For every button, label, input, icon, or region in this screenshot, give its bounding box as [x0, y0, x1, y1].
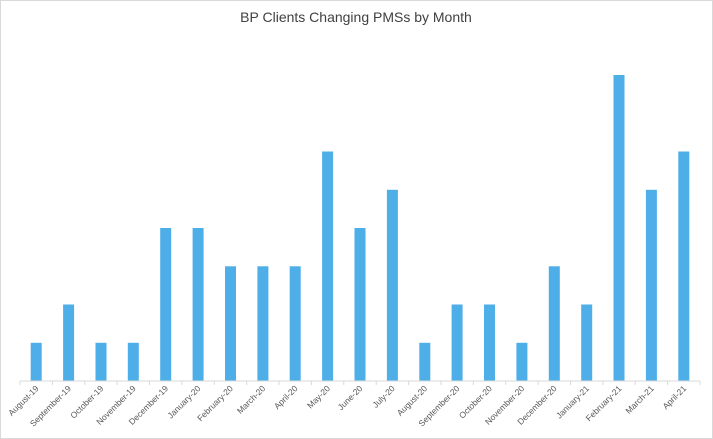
bar-january-21 [581, 304, 593, 381]
bar-june-20 [354, 228, 366, 381]
x-tick-label: March-20 [235, 383, 268, 416]
bar-december-20 [548, 266, 560, 382]
x-tick-label: May-20 [305, 383, 332, 410]
x-tick-label: June-20 [336, 383, 365, 412]
bar-may-20 [322, 151, 334, 381]
bar-march-20 [257, 266, 269, 382]
bars-group [30, 75, 690, 382]
bar-november-19 [127, 342, 139, 382]
chart-title: BP Clients Changing PMSs by Month [240, 9, 472, 25]
bar-march-21 [645, 189, 657, 382]
bar-september-20 [451, 304, 463, 381]
bar-december-19 [160, 228, 172, 381]
x-tick-label: April-20 [272, 383, 300, 411]
bar-august-20 [419, 342, 431, 382]
bar-april-21 [678, 151, 690, 381]
bar-february-20 [225, 266, 236, 382]
bar-september-19 [63, 304, 75, 381]
bar-january-20 [192, 228, 204, 381]
bar-july-20 [386, 189, 398, 382]
x-tick-labels: August-19September-19October-19November-… [6, 381, 701, 429]
x-tick-label: July-20 [370, 383, 397, 410]
bar-february-21 [613, 75, 625, 381]
bar-november-20 [516, 342, 528, 382]
bar-april-20 [289, 266, 301, 382]
bar-october-20 [484, 304, 495, 381]
bar-august-19 [30, 342, 42, 382]
x-tick-label: March-21 [623, 383, 656, 416]
x-tick-label: April-21 [660, 383, 688, 411]
bar-october-19 [95, 342, 107, 382]
